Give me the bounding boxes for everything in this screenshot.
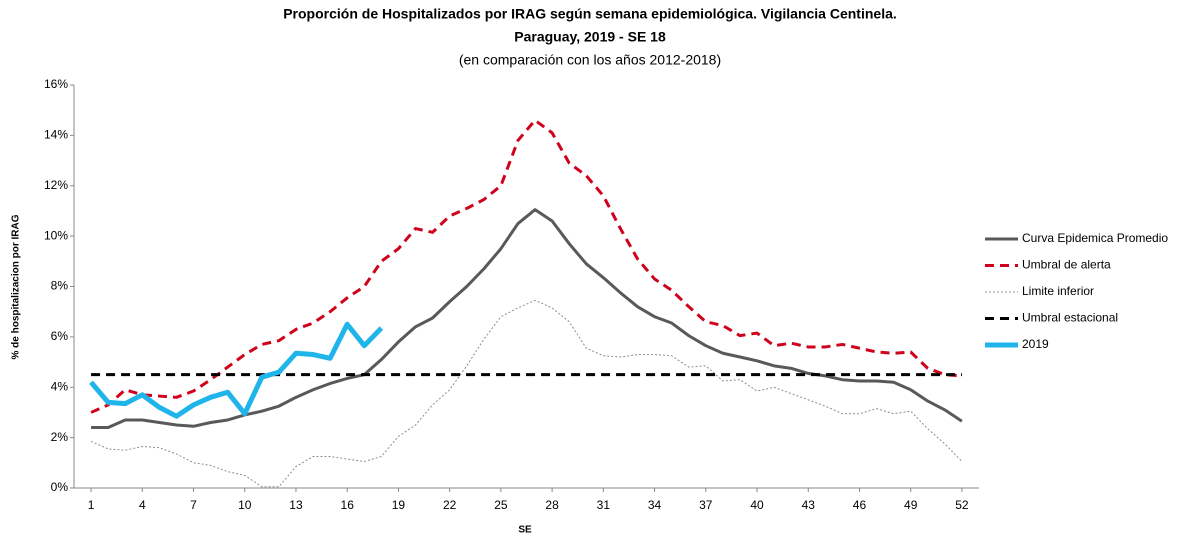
legend-label: 2019: [1022, 337, 1049, 351]
chart-subtitle: Paraguay, 2019 - SE 18: [514, 29, 666, 45]
y-tick-label: 14%: [44, 128, 68, 142]
legend-label: Umbral de alerta: [1022, 258, 1111, 272]
x-tick-label: 49: [904, 498, 918, 512]
y-tick-label: 16%: [44, 77, 68, 91]
x-tick-label: 52: [955, 498, 969, 512]
y-tick-label: 12%: [44, 178, 68, 192]
x-tick-label: 37: [699, 498, 713, 512]
series-line: [90, 118, 963, 414]
legend-label: Curva Epidemica Promedio: [1022, 231, 1168, 245]
x-tick-label: 10: [238, 498, 252, 512]
x-axis-label: SE: [518, 525, 532, 536]
x-tick-label: 22: [443, 498, 457, 512]
series-line: [89, 321, 384, 419]
y-axis-label: % de hospitalizacion por IRAG: [11, 214, 22, 359]
x-tick-label: 43: [802, 498, 816, 512]
x-tick-label: 46: [853, 498, 867, 512]
x-tick-label: 4: [139, 498, 146, 512]
legend-label: Limite inferior: [1022, 284, 1094, 298]
x-tick-label: 19: [392, 498, 406, 512]
x-tick-label: 25: [494, 498, 508, 512]
x-tick-label: 31: [597, 498, 611, 512]
x-tick-label: 13: [289, 498, 303, 512]
y-tick-label: 2%: [51, 430, 69, 444]
x-tick-label: 28: [545, 498, 559, 512]
y-tick-label: 8%: [51, 279, 69, 293]
series-line: [90, 299, 963, 488]
x-tick-label: 34: [648, 498, 662, 512]
y-tick-label: 10%: [44, 228, 68, 242]
chart-note: (en comparación con los años 2012-2018): [459, 52, 721, 68]
chart-title: Proporción de Hospitalizados por IRAG se…: [283, 6, 897, 22]
x-tick-label: 1: [88, 498, 95, 512]
y-tick-label: 4%: [51, 379, 69, 393]
x-tick-label: 40: [750, 498, 764, 512]
legend-label: Umbral estacional: [1022, 311, 1118, 325]
y-tick-label: 6%: [51, 329, 69, 343]
x-tick-label: 16: [341, 498, 355, 512]
y-tick-label: 0%: [51, 480, 69, 494]
x-tick-label: 7: [190, 498, 197, 512]
